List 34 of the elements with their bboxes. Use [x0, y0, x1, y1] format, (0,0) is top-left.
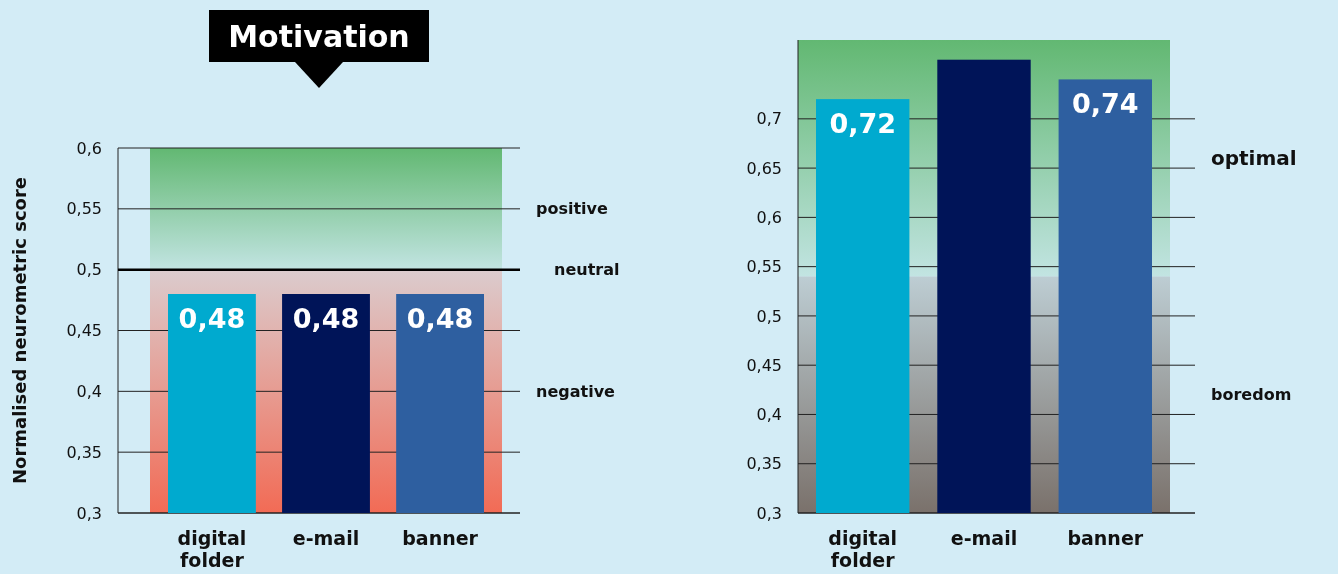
- y-tick-label: 0,45: [746, 355, 782, 375]
- x-tick-label: e-mail: [292, 527, 360, 549]
- band-label: positive: [536, 199, 609, 219]
- y-tick-label: 0,6: [76, 138, 102, 158]
- data-label: 0,74: [1071, 88, 1139, 120]
- y-tick-label: 0,5: [76, 260, 102, 280]
- y-tick-label: 0,55: [66, 199, 102, 219]
- band-label: optimal: [1211, 146, 1297, 171]
- y-tick-label: 0,35: [66, 442, 102, 462]
- y-tick-label: 0,4: [756, 405, 782, 425]
- data-label: 0,48: [178, 303, 246, 334]
- x-tick-label: e-mail: [950, 527, 1018, 549]
- x-tick-label: banner: [1067, 527, 1144, 549]
- band-label: boredom: [1211, 385, 1292, 405]
- y-tick-label: 0,3: [76, 503, 102, 523]
- band-label: negative: [536, 381, 616, 401]
- y-tick-label: 0,4: [76, 381, 102, 401]
- data-label: 0,48: [292, 303, 360, 334]
- x-tick-label: digital folder: [828, 527, 898, 571]
- data-label: 0,48: [406, 303, 474, 334]
- y-tick-label: 0,45: [66, 321, 102, 341]
- y-tick-label: 0,6: [756, 207, 782, 227]
- x-tick-label: digital folder: [177, 527, 247, 571]
- ref-line-label: neutral: [554, 260, 620, 280]
- y-tick-label: 0,7: [756, 109, 782, 129]
- y-tick-label: 0,5: [756, 306, 782, 326]
- y-tick-label: 0,35: [746, 454, 782, 474]
- chart-title: Motivation: [228, 18, 410, 54]
- y-axis-title: Normalised neurometric score: [9, 176, 30, 485]
- y-tick-label: 0,55: [746, 257, 782, 277]
- y-tick-label: 0,65: [746, 158, 782, 178]
- x-tick-label: banner: [402, 527, 479, 549]
- y-tick-label: 0,3: [756, 503, 782, 523]
- data-label: 0,72: [829, 108, 897, 140]
